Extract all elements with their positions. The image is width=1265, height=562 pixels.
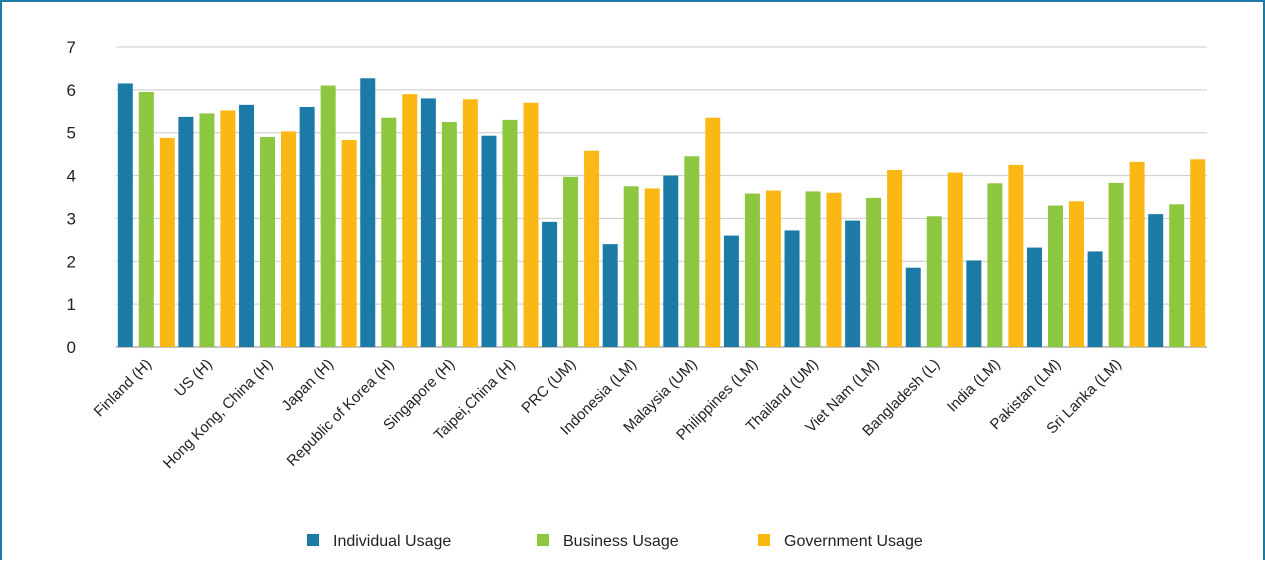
bar xyxy=(420,98,436,347)
legend-swatch xyxy=(758,534,770,546)
bar xyxy=(502,119,518,347)
bar xyxy=(1108,182,1124,347)
bar xyxy=(926,216,942,347)
bar xyxy=(705,117,721,347)
bar xyxy=(987,183,1003,347)
bar xyxy=(684,156,700,347)
bar xyxy=(1047,205,1063,347)
legend: Individual Usage Business Usage Government… xyxy=(307,533,923,550)
bar xyxy=(178,116,194,347)
bar xyxy=(199,113,215,347)
y-tick-label: 3 xyxy=(67,209,76,228)
y-tick-label: 0 xyxy=(67,338,76,357)
gridlines xyxy=(116,46,1207,348)
x-axis: Finland (H) US (H)Hong Kong, China (H) Jap… xyxy=(91,356,1125,472)
x-tick-label: Finland (H) xyxy=(91,356,155,420)
bar xyxy=(602,244,618,347)
bar xyxy=(1026,247,1042,347)
bar xyxy=(299,107,315,347)
bar xyxy=(663,175,679,347)
bar xyxy=(1190,159,1206,347)
bar xyxy=(402,94,418,348)
bar xyxy=(360,78,376,348)
bar xyxy=(1148,214,1164,347)
bar xyxy=(462,99,478,348)
y-tick-label: 4 xyxy=(67,167,76,186)
bar xyxy=(523,102,539,347)
bar xyxy=(320,85,336,348)
bar xyxy=(1068,201,1084,347)
bar xyxy=(947,172,963,347)
bar xyxy=(239,104,255,347)
bar xyxy=(845,220,861,347)
bar xyxy=(805,191,821,347)
bar xyxy=(584,150,600,347)
bar xyxy=(905,267,921,347)
bar xyxy=(1129,161,1145,347)
y-axis: 0 1 2 3 4 5 6 7 xyxy=(67,38,76,357)
y-tick-label: 1 xyxy=(67,295,76,314)
x-tick-label: India (LM) xyxy=(944,356,1004,416)
x-tick-label: PRC (UM) xyxy=(518,356,579,417)
bar xyxy=(117,83,133,347)
y-tick-label: 7 xyxy=(67,38,76,57)
bar xyxy=(260,137,276,347)
bar xyxy=(744,193,760,347)
legend-swatch xyxy=(307,534,319,546)
bar xyxy=(542,221,558,347)
bar xyxy=(623,186,639,347)
legend-label: Individual Usage xyxy=(333,533,451,550)
bar xyxy=(563,176,579,347)
bar xyxy=(159,137,175,347)
bar xyxy=(1008,164,1024,347)
bar xyxy=(644,188,660,347)
bar xyxy=(866,197,882,347)
x-tick-label: Japan (H) xyxy=(278,356,337,415)
x-tick-label: Republic of Korea (H) xyxy=(284,356,398,470)
bar xyxy=(966,260,982,347)
bar xyxy=(826,192,842,347)
y-tick-label: 6 xyxy=(67,81,76,100)
bar xyxy=(341,140,357,347)
bar xyxy=(723,235,739,347)
x-tick-label: Hong Kong, China (H) xyxy=(160,356,276,472)
legend-label: Government Usage xyxy=(784,533,923,550)
bar xyxy=(1087,251,1103,347)
legend-label: Business Usage xyxy=(563,533,679,550)
bar xyxy=(784,230,800,347)
bar xyxy=(220,110,236,347)
legend-swatch xyxy=(537,534,549,546)
bar xyxy=(281,131,297,347)
x-tick-label: US (H) xyxy=(171,356,215,400)
y-tick-label: 2 xyxy=(67,252,76,271)
bar xyxy=(481,135,497,347)
bar xyxy=(1169,204,1185,347)
bar xyxy=(887,170,903,347)
bar xyxy=(138,92,154,347)
bars xyxy=(117,78,1206,348)
bar xyxy=(765,190,781,347)
bar xyxy=(381,117,397,347)
bar xyxy=(441,122,457,347)
y-tick-label: 5 xyxy=(67,124,76,143)
